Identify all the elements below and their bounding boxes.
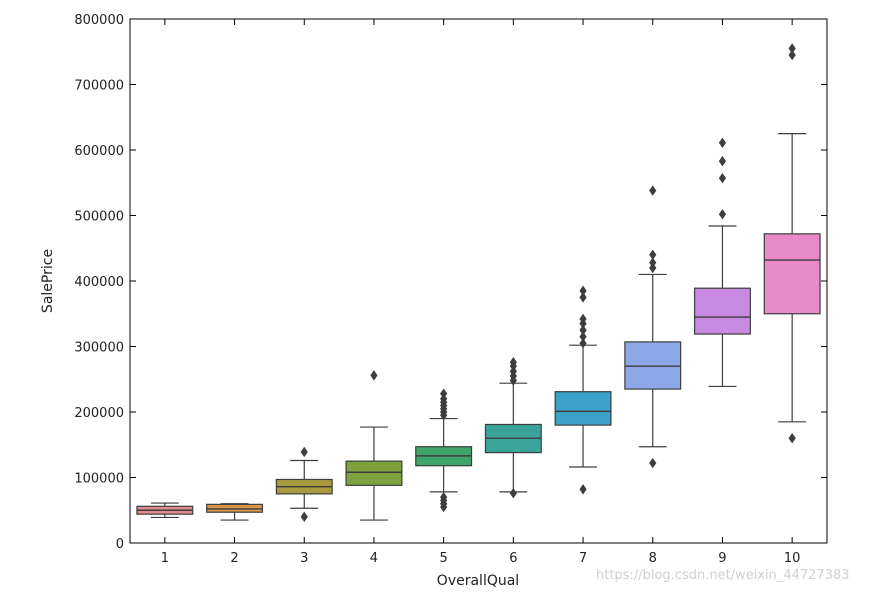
- box-group-5: [415, 388, 473, 513]
- flier-point: [579, 338, 587, 349]
- x-tick-label: 5: [440, 551, 448, 566]
- x-tick-label: 2: [230, 551, 238, 566]
- flier-point: [579, 292, 587, 303]
- y-tick-label: 500000: [74, 210, 124, 225]
- flier-point: [509, 357, 517, 368]
- watermark-text: https://blog.csdn.net/weixin_44727383: [596, 568, 850, 583]
- x-axis-title: OverallQual: [437, 573, 519, 589]
- flier-point: [649, 257, 657, 268]
- box-group-9: [693, 137, 751, 388]
- y-tick-label: 200000: [74, 406, 124, 421]
- flier-point: [718, 155, 727, 167]
- flier-point: [788, 43, 796, 54]
- box-group-2: [206, 503, 264, 521]
- flier-point: [788, 433, 796, 444]
- box-group-6: [484, 357, 542, 499]
- box-group-4: [345, 370, 403, 521]
- flier-point: [440, 491, 448, 503]
- y-tick-label: 400000: [74, 275, 124, 290]
- flier-point: [440, 388, 448, 399]
- flier-point: [649, 249, 657, 260]
- flier-point: [300, 446, 308, 458]
- x-tick-label: 10: [784, 551, 801, 566]
- flier-point: [579, 331, 587, 342]
- boxes-layer: [136, 43, 821, 522]
- y-tick-label: 800000: [74, 13, 124, 28]
- flier-point: [718, 172, 727, 184]
- y-tick-label: 600000: [74, 144, 124, 159]
- flier-point: [440, 393, 448, 405]
- box-group-7: [554, 285, 612, 495]
- flier-point: [509, 366, 517, 377]
- flier-point: [718, 208, 727, 220]
- box-iqr: [554, 391, 612, 426]
- flier-point: [649, 262, 657, 274]
- flier-point: [579, 313, 587, 325]
- y-tick-label: 0: [116, 537, 124, 552]
- x-tick-label: 7: [579, 551, 587, 566]
- flier-point: [370, 370, 378, 381]
- x-tick-label: 9: [718, 551, 726, 566]
- y-axis-title: SalePrice: [40, 249, 56, 313]
- x-tick-label: 6: [509, 551, 517, 566]
- flier-point: [718, 137, 727, 148]
- x-tick-label: 1: [161, 551, 169, 566]
- x-tick-label: 8: [649, 551, 657, 566]
- y-tick-label: 700000: [74, 79, 124, 94]
- flier-point: [649, 457, 657, 469]
- box-group-3: [275, 446, 333, 522]
- flier-point: [509, 488, 517, 499]
- box-iqr: [345, 460, 403, 486]
- box-group-1: [136, 502, 194, 519]
- flier-point: [649, 185, 657, 196]
- ticks-layer: 1 2 3 4 5 6 7 8 9 10 0 100000 200000 300000 400000 5000…: [74, 13, 827, 566]
- box-group-8: [624, 185, 682, 469]
- y-tick-label: 100000: [74, 472, 124, 487]
- x-tick-label: 3: [300, 551, 308, 566]
- flier-point: [788, 49, 796, 61]
- x-tick-label: 4: [370, 551, 378, 566]
- flier-point: [579, 324, 587, 336]
- flier-point: [579, 285, 587, 297]
- y-tick-label: 300000: [74, 341, 124, 356]
- flier-point: [300, 511, 308, 522]
- box-group-10: [763, 43, 821, 444]
- flier-point: [579, 484, 587, 495]
- box-iqr: [763, 233, 821, 315]
- box-iqr: [693, 287, 751, 335]
